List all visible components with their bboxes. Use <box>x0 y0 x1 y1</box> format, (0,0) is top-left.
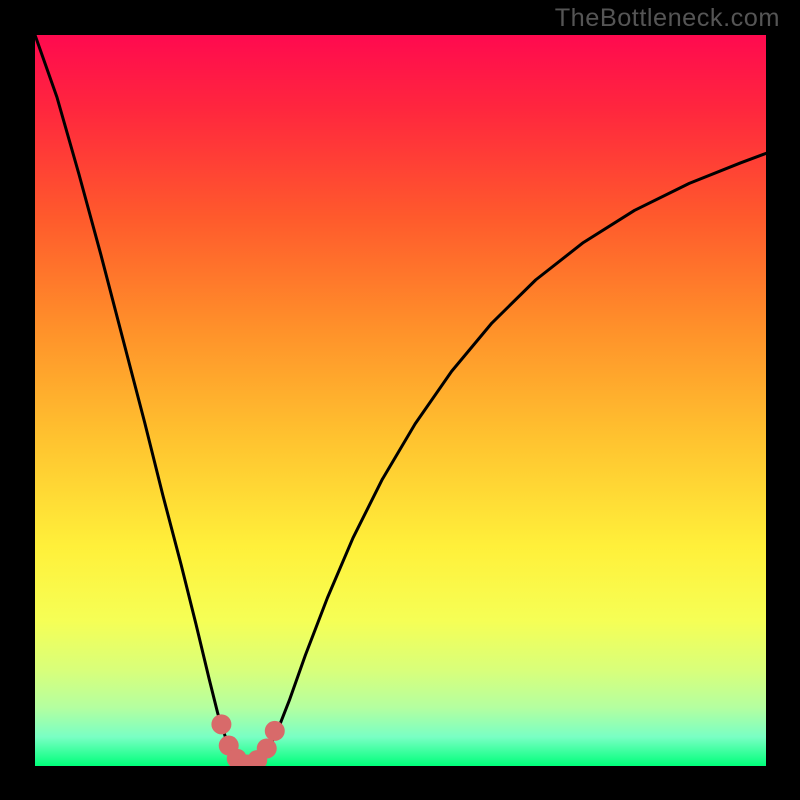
marker-dot <box>265 721 285 741</box>
gradient-background <box>35 35 766 766</box>
plot-area <box>35 35 766 766</box>
watermark-text: TheBottleneck.com <box>555 4 780 33</box>
chart-root: TheBottleneck.com <box>0 0 800 800</box>
plot-svg <box>35 35 766 766</box>
marker-dot <box>257 738 277 758</box>
marker-dot <box>211 714 231 734</box>
